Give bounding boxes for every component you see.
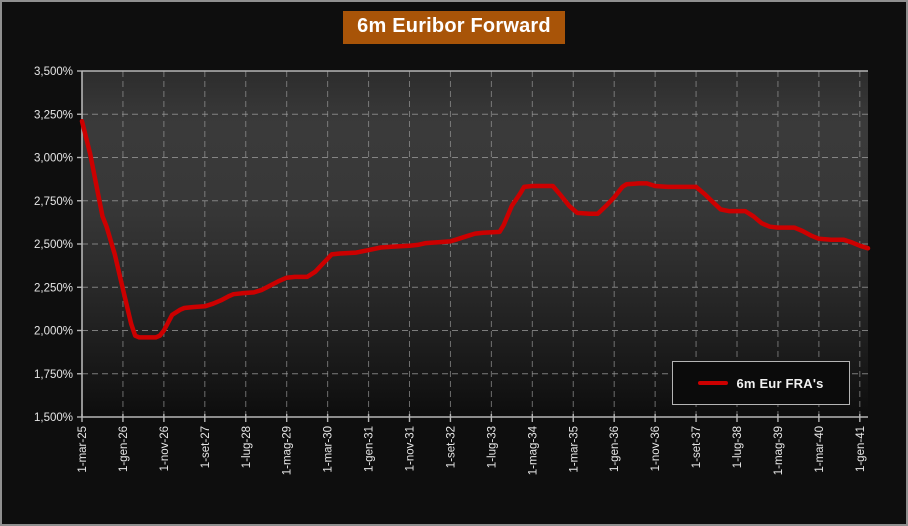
x-tick-label: 1-lug-28 (241, 426, 253, 468)
title-row: 6m Euribor Forward (2, 11, 906, 44)
x-tick-label: 1-mag-39 (773, 426, 785, 475)
x-tick-label: 1-lug-33 (486, 426, 498, 468)
x-tick-label: 1-mag-34 (527, 425, 539, 475)
x-tick-label: 1-nov-36 (650, 426, 662, 471)
y-tick-label: 3,000% (34, 153, 73, 165)
x-tick-label: 1-set-32 (445, 426, 457, 468)
legend-label: 6m Eur FRA's (736, 375, 824, 391)
y-tick-label: 2,500% (34, 239, 73, 251)
x-tick-label: 1-gen-26 (118, 426, 130, 472)
axis-labels: 3,500% 3,250% 3,000% 2,750% 2,500% 2,250% 2,00… (34, 66, 867, 475)
y-tick-label: 1,500% (34, 412, 73, 424)
gridlines (82, 71, 868, 417)
series-line (79, 118, 871, 340)
x-tick-label: 1-mar-40 (814, 426, 826, 473)
x-tick-label: 1-mag-29 (282, 426, 294, 475)
x-tick-label: 1-set-27 (200, 426, 212, 468)
legend-box: 6m Eur FRA's (672, 361, 850, 405)
y-tick-label: 2,750% (34, 196, 73, 208)
y-tick-label: 1,750% (34, 369, 73, 381)
x-tick-label: 1-set-37 (691, 426, 703, 468)
x-tick-label: 1-gen-31 (364, 426, 376, 472)
y-tick-label: 3,250% (34, 109, 73, 121)
y-tick-label: 2,000% (34, 326, 73, 338)
x-tick-label: 1-gen-41 (855, 426, 867, 472)
x-tick-label: 1-gen-36 (609, 426, 621, 472)
x-tick-label: 1-mar-35 (568, 426, 580, 473)
chart-title: 6m Euribor Forward (343, 11, 565, 44)
series-lines (79, 118, 871, 340)
legend-line-sample-icon (698, 381, 729, 385)
x-tick-label: 1-mar-25 (77, 426, 89, 473)
x-tick-label: 1-nov-26 (159, 426, 171, 471)
y-tick-label: 2,250% (34, 282, 73, 294)
y-tick-label: 3,500% (34, 66, 73, 78)
x-tick-label: 1-mar-30 (323, 426, 335, 473)
x-tick-label: 1-lug-38 (732, 426, 744, 468)
axes (77, 70, 868, 422)
x-tick-label: 1-nov-31 (405, 426, 417, 471)
